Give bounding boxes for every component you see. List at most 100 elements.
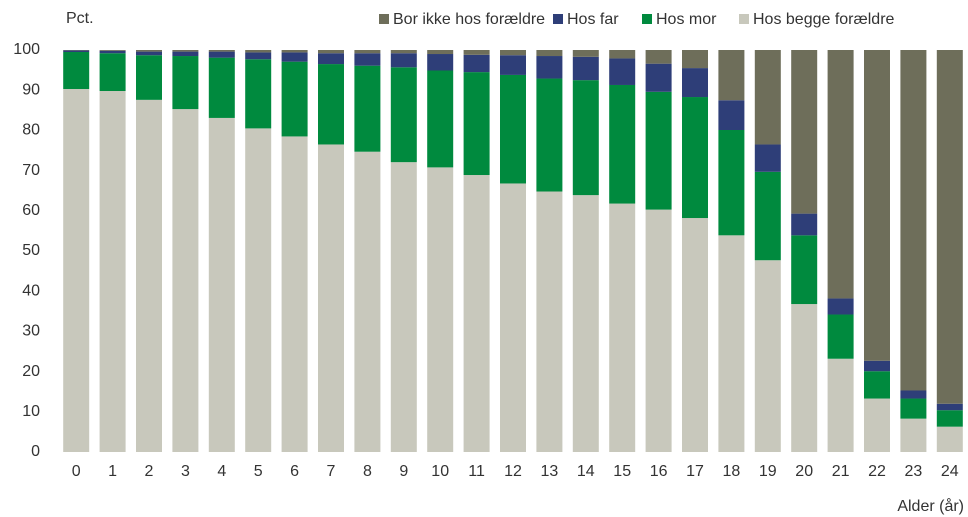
legend-swatch (739, 14, 749, 24)
bar-segment (354, 53, 381, 66)
x-tick-label: 4 (217, 463, 226, 480)
bar-segment (281, 50, 308, 53)
bar-segment (208, 117, 235, 453)
y-tick-label: 30 (22, 323, 40, 340)
bar-segment (572, 195, 599, 452)
bar-segment (936, 403, 963, 411)
x-tick-label: 19 (759, 463, 777, 480)
y-tick-label: 100 (13, 41, 40, 58)
bar-segment (864, 371, 890, 399)
x-tick-label: 7 (327, 463, 336, 480)
bar-segment (281, 52, 308, 62)
y-tick-label: 10 (22, 403, 40, 420)
bar-segment (63, 88, 90, 452)
bar-segment (900, 418, 927, 452)
bar-segment (609, 84, 636, 204)
bar-segment (427, 70, 454, 168)
bar-segment (63, 50, 90, 53)
legend-label: Hos far (567, 11, 619, 28)
bar-segment (318, 53, 344, 65)
bar-segment (136, 50, 162, 52)
bar-segment (463, 175, 490, 452)
y-tick-label: 40 (22, 282, 40, 299)
x-tick-label: 17 (686, 463, 704, 480)
x-tick-label: 23 (905, 463, 923, 480)
bar-segment (136, 55, 162, 100)
bar-segment (827, 358, 854, 452)
bar-segment (864, 360, 890, 372)
bar-segment (791, 235, 818, 305)
bar-segment (99, 50, 126, 51)
bar-segment (427, 54, 454, 71)
y-axis-label: Pct. (66, 10, 94, 27)
bar-segment (172, 51, 199, 57)
bar-segment (536, 50, 563, 57)
bar-segment (536, 56, 563, 79)
x-tick-label: 0 (72, 463, 81, 480)
bar-segment (318, 64, 344, 145)
x-tick-label: 20 (795, 463, 813, 480)
bar-segment (791, 213, 818, 236)
x-tick-label: 8 (363, 463, 372, 480)
bar-segment (754, 260, 781, 452)
bar-segment (245, 50, 272, 53)
bar-segment (463, 72, 490, 176)
bar-segment (354, 50, 381, 54)
x-axis-label: Alder (år) (897, 497, 964, 515)
y-tick-label: 60 (22, 202, 40, 219)
bar-segment (718, 100, 745, 130)
x-tick-label: 11 (468, 463, 485, 480)
bar-segment (718, 129, 745, 236)
legend-label: Hos mor (656, 11, 717, 28)
bar-segment (136, 99, 162, 453)
bar-segment (791, 304, 818, 452)
bar-segment (609, 203, 636, 452)
bar-segment (645, 91, 672, 210)
bar-segment (936, 50, 963, 404)
bar-segment (390, 67, 417, 163)
x-tick-label: 5 (254, 463, 263, 480)
bar-segment (136, 51, 162, 56)
x-tick-label: 3 (181, 463, 190, 480)
bar-segment (500, 50, 526, 56)
bar-segment (500, 183, 526, 453)
bar-segment (900, 398, 927, 419)
bar-segment (718, 235, 745, 452)
bar-segment (208, 57, 235, 118)
bar-segment (645, 209, 672, 452)
bar-segment (682, 97, 708, 219)
y-tick-label: 80 (22, 122, 40, 139)
bar-segment (354, 151, 381, 452)
bar-segment (682, 50, 708, 69)
x-tick-label: 2 (145, 463, 154, 480)
x-tick-label: 18 (723, 463, 741, 480)
bar-segment (354, 65, 381, 152)
bar-segment (827, 50, 854, 299)
x-tick-label: 9 (399, 463, 408, 480)
bar-segment (864, 50, 890, 361)
bar-segment (936, 410, 963, 427)
bar-segment (245, 59, 272, 129)
bar-segment (645, 63, 672, 92)
y-tick-label: 0 (31, 443, 40, 460)
bar-segment (754, 50, 781, 145)
bar-segment (609, 58, 636, 85)
x-tick-label: 24 (941, 463, 959, 480)
bar-segment (500, 74, 526, 184)
bar-segment (99, 50, 126, 54)
bar-segment (390, 50, 417, 54)
bar-segment (572, 56, 599, 81)
bar-segment (172, 56, 199, 110)
legend-label: Bor ikke hos forældre (393, 11, 545, 28)
bar-segment (682, 218, 708, 452)
bar-segment (172, 109, 199, 453)
legend-swatch (379, 14, 389, 24)
bar-segment (208, 50, 235, 52)
bar-segment (936, 426, 963, 452)
bar-segment (754, 171, 781, 261)
bar-segment (536, 191, 563, 452)
x-tick-label: 12 (504, 463, 522, 480)
x-tick-label: 15 (613, 463, 631, 480)
bar-segment (827, 314, 854, 359)
